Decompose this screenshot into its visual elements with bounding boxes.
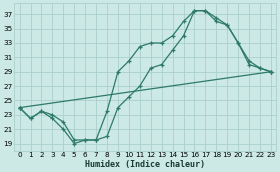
X-axis label: Humidex (Indice chaleur): Humidex (Indice chaleur) (85, 159, 205, 169)
